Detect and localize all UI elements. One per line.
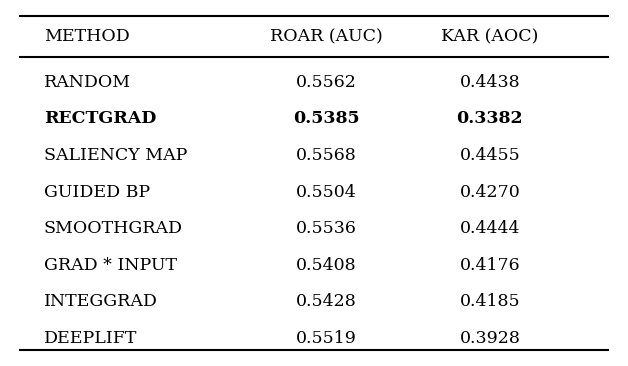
Text: 0.5519: 0.5519 bbox=[296, 330, 357, 347]
Text: 0.3928: 0.3928 bbox=[460, 330, 520, 347]
Text: 0.4185: 0.4185 bbox=[460, 294, 520, 310]
Text: GUIDED BP: GUIDED BP bbox=[44, 184, 150, 201]
Text: 0.5568: 0.5568 bbox=[296, 147, 357, 164]
Text: 0.5562: 0.5562 bbox=[296, 74, 357, 91]
Text: RANDOM: RANDOM bbox=[44, 74, 131, 91]
Text: 0.4438: 0.4438 bbox=[460, 74, 520, 91]
Text: 0.4444: 0.4444 bbox=[460, 220, 520, 237]
Text: ROAR (AUC): ROAR (AUC) bbox=[270, 28, 383, 45]
Text: 0.3382: 0.3382 bbox=[457, 111, 523, 127]
Text: METHOD: METHOD bbox=[44, 28, 130, 45]
Text: 0.4176: 0.4176 bbox=[460, 257, 520, 274]
Text: KAR (AOC): KAR (AOC) bbox=[441, 28, 539, 45]
Text: 0.5536: 0.5536 bbox=[296, 220, 357, 237]
Text: GRAD * INPUT: GRAD * INPUT bbox=[44, 257, 177, 274]
Text: 0.4455: 0.4455 bbox=[460, 147, 520, 164]
Text: 0.4270: 0.4270 bbox=[460, 184, 520, 201]
Text: 0.5428: 0.5428 bbox=[296, 294, 357, 310]
Text: 0.5408: 0.5408 bbox=[296, 257, 357, 274]
Text: SALIENCY MAP: SALIENCY MAP bbox=[44, 147, 187, 164]
Text: SMOOTHGRAD: SMOOTHGRAD bbox=[44, 220, 183, 237]
Text: RECTGRAD: RECTGRAD bbox=[44, 111, 156, 127]
Text: DEEPLIFT: DEEPLIFT bbox=[44, 330, 138, 347]
Text: 0.5385: 0.5385 bbox=[293, 111, 360, 127]
Text: 0.5504: 0.5504 bbox=[296, 184, 357, 201]
Text: INTEGGRAD: INTEGGRAD bbox=[44, 294, 158, 310]
